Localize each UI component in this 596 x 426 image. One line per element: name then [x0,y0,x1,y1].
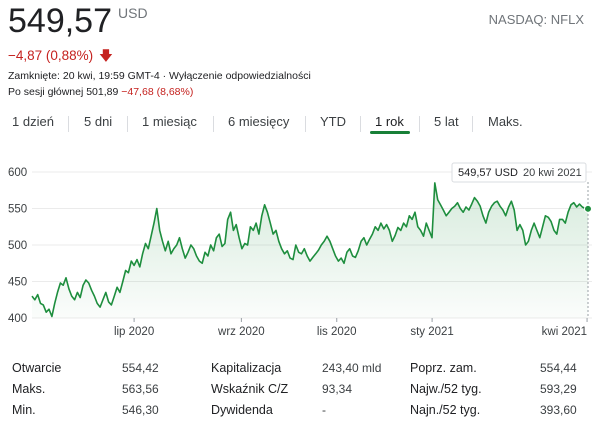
stat-prev-close-label: Poprz. zam. [410,361,477,375]
price-change: −4,87 (0,88%) 🡇 [8,46,113,69]
tooltip-box [451,162,587,183]
ticker-symbol: NASDAQ: NFLX [488,12,584,27]
x-tick-label: sty 2021 [410,326,453,338]
stat-prev-close-value: 554,44 [540,361,577,375]
y-tick-label: 450 [8,277,27,289]
stat-low-label: Min. [12,403,36,417]
y-tick-label: 500 [8,240,27,252]
price-chart[interactable]: 600 550 500 450 400 549,57 USD 20 kwi 2021 l… [0,148,596,348]
stat-52w-low-value: 393,60 [540,403,577,417]
tab-1-day[interactable]: 1 dzień [12,114,54,129]
stat-dividend-label: Dywidenda [211,403,273,417]
tab-divider [305,116,306,132]
tab-divider [127,116,128,132]
price-area [32,182,588,318]
tab-max[interactable]: Maks. [488,114,523,129]
tab-divider [419,116,420,132]
tab-5-years[interactable]: 5 lat [434,114,459,129]
stat-high-label: Maks. [12,382,46,396]
stat-dividend-value: - [322,403,326,417]
stat-52w-low-label: Najn./52 tyg. [410,403,481,417]
tab-divider [68,116,69,132]
tab-6-months[interactable]: 6 miesięcy [228,114,290,129]
x-axis: lip 2020 wrz 2020 lis 2020 sty 2021 kwi 2021 [114,318,588,338]
y-tick-label: 550 [8,204,27,216]
after-hours-price: Po sesji głównej 501,89 [8,86,119,98]
stat-open-value: 554,42 [122,361,159,375]
x-tick-label: lip 2020 [114,326,154,338]
stat-market-cap-value: 243,40 mld [322,361,382,375]
x-tick-label: kwi 2021 [542,326,587,338]
x-tick-label: wrz 2020 [217,326,265,338]
after-hours-change: −47,68 (8,68%) [121,86,194,98]
range-tabs: 1 dzień 5 dni 1 miesiąc 6 miesięcy YTD 1… [0,108,596,138]
stat-open-label: Otwarcie [12,361,62,375]
y-axis: 600 550 500 450 400 [8,167,27,325]
active-tab-indicator [370,131,410,134]
price-line [31,182,589,318]
tab-divider [213,116,214,132]
stat-pe-ratio-value: 93,34 [322,382,353,396]
last-price-marker [584,204,592,213]
currency-label: USD [118,5,148,21]
tab-divider [472,116,473,132]
price-change-value: −4,87 (0,88%) [8,48,94,63]
price-tooltip: 549,57 USD 20 kwi 2021 [451,162,587,183]
tab-5-days[interactable]: 5 dni [84,114,113,129]
stat-pe-ratio-label: Wskaźnik C/Z [211,382,289,396]
current-price: 549,57 USD [8,2,148,41]
tab-1-month[interactable]: 1 miesiąc [142,114,197,129]
stat-low-value: 546,30 [122,403,159,417]
closed-info: Zamknięte: 20 kwi, 19:59 GMT-4 · Wyłącze… [8,70,311,82]
stat-market-cap-label: Kapitalizacja [211,361,282,375]
tooltip-date: 20 kwi 2021 [523,167,582,179]
stat-52w-high-value: 593,29 [540,382,577,396]
tab-ytd[interactable]: YTD [320,114,346,129]
tooltip-price: 549,57 USD [458,167,518,179]
stat-52w-high-label: Najw./52 tyg. [410,382,482,396]
stat-high-value: 563,56 [122,382,159,396]
price-value: 549,57 [8,2,112,40]
y-tick-label: 600 [8,167,27,179]
x-tick-label: lis 2020 [317,326,357,338]
tab-divider [360,116,361,132]
after-hours-info: Po sesji głównej 501,89 −47,68 (8,68%) [8,86,193,98]
down-arrow-icon: 🡇 [98,48,113,63]
y-tick-label: 400 [8,313,27,325]
tab-1-year[interactable]: 1 rok [375,114,404,129]
